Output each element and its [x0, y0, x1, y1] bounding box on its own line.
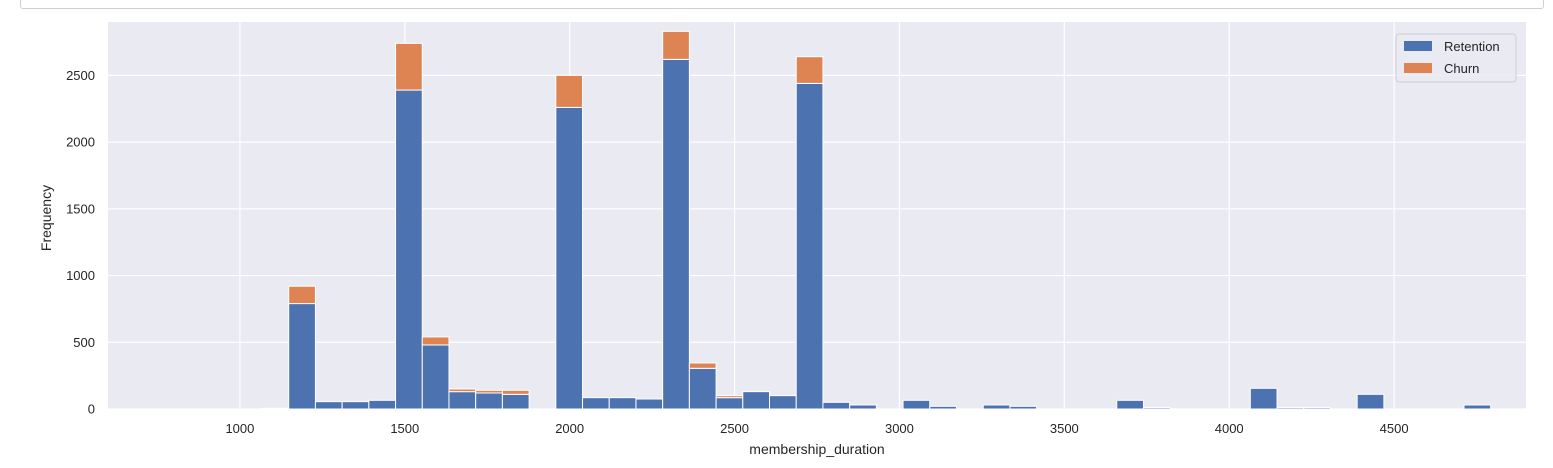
legend-label-churn: Churn: [1444, 61, 1479, 76]
previous-cell-frame: [20, 0, 1544, 9]
bar-retention: [1249, 387, 1278, 410]
x-tick-labels: 1000 1500 2000 2500 3000 3500 4000 4500: [225, 421, 1408, 436]
bar-churn: [662, 30, 690, 60]
bar-churn: [421, 336, 450, 346]
bar-retention: [1009, 405, 1038, 410]
bar-retention: [849, 404, 877, 410]
bar-churn: [501, 389, 530, 395]
bar-retention: [448, 391, 477, 410]
legend: Retention Churn: [1395, 33, 1517, 83]
bar-retention: [1356, 393, 1385, 410]
bar-retention: [1303, 407, 1331, 410]
bars: [261, 30, 1492, 410]
bar-churn: [448, 388, 477, 393]
x-axis-title: membership_duration: [749, 441, 884, 457]
x-tick-label: 2000: [555, 421, 584, 436]
bar-retention: [1276, 407, 1305, 410]
bar-churn: [688, 362, 717, 369]
bar-retention: [715, 397, 744, 410]
bar-retention: [769, 395, 797, 410]
bar-retention: [395, 89, 423, 410]
x-tick-label: 3500: [1050, 421, 1079, 436]
bar-retention: [288, 303, 316, 410]
bar-retention: [475, 392, 503, 410]
bar-retention: [261, 407, 290, 410]
bar-retention: [1142, 407, 1171, 410]
bar-churn: [555, 74, 584, 108]
y-tick-label: 1500: [66, 201, 95, 216]
bar-retention: [929, 405, 957, 410]
legend-swatch-churn: [1404, 63, 1432, 73]
bar-retention: [902, 399, 931, 410]
bar-churn: [475, 389, 503, 394]
bar-retention: [501, 393, 530, 410]
bar-retention: [795, 82, 824, 410]
y-tick-labels: 0 500 1000 1500 2000 2500: [66, 68, 95, 417]
x-tick-label: 2500: [720, 421, 749, 436]
legend-swatch-retention: [1404, 41, 1432, 51]
x-tick-label: 4000: [1215, 421, 1244, 436]
bar-retention: [555, 106, 584, 410]
bar-retention: [421, 344, 450, 410]
bar-retention: [662, 58, 690, 410]
x-tick-label: 1000: [225, 421, 254, 436]
bar-retention: [822, 401, 851, 410]
bar-retention: [582, 397, 610, 410]
bar-retention: [742, 391, 771, 410]
bar-retention: [982, 404, 1011, 410]
bar-retention: [635, 398, 664, 410]
y-tick-label: 1000: [66, 268, 95, 283]
y-axis-title: Frequency: [38, 185, 54, 251]
y-tick-label: 500: [73, 335, 95, 350]
bar-churn: [715, 395, 744, 399]
y-tick-label: 0: [88, 402, 95, 417]
bar-retention: [1116, 399, 1144, 410]
bar-retention: [688, 367, 717, 410]
y-tick-label: 2000: [66, 135, 95, 150]
bar-churn: [395, 42, 423, 91]
bar-retention: [368, 399, 397, 410]
bar-churn: [795, 56, 824, 84]
bar-churn: [288, 285, 316, 305]
bar-retention: [341, 401, 370, 410]
x-tick-label: 4500: [1380, 421, 1409, 436]
bar-retention: [314, 401, 343, 410]
x-tick-label: 1500: [390, 421, 419, 436]
x-tick-label: 3000: [885, 421, 914, 436]
bar-retention: [608, 397, 637, 410]
legend-label-retention: Retention: [1444, 39, 1500, 54]
bar-retention: [1463, 404, 1492, 410]
y-tick-label: 2500: [66, 68, 95, 83]
